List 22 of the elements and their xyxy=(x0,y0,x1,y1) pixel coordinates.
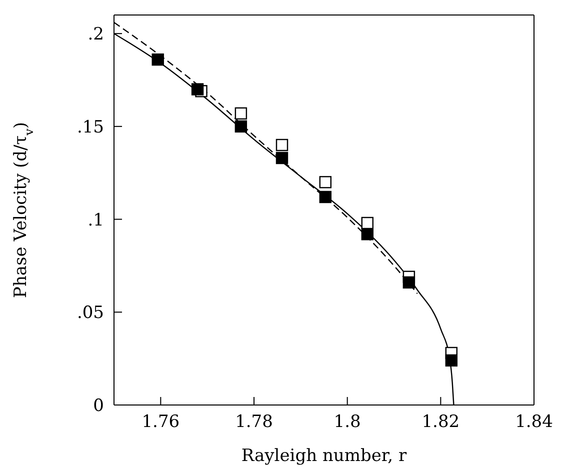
point xyxy=(152,53,164,66)
point xyxy=(276,152,288,164)
y-tick-label: .15 xyxy=(76,117,104,138)
point xyxy=(402,276,416,289)
x-tick-label: 1.82 xyxy=(422,412,460,432)
point xyxy=(276,138,288,152)
y-tick-label: .05 xyxy=(76,303,104,324)
point xyxy=(234,107,248,120)
point xyxy=(319,190,332,204)
x-tick-label: 1.84 xyxy=(515,412,553,432)
point xyxy=(361,228,374,240)
y-tick-label: .2 xyxy=(88,24,104,45)
x-tick-label: 1.78 xyxy=(235,412,273,432)
point xyxy=(445,354,458,367)
y-tick-label: .1 xyxy=(88,210,104,230)
point xyxy=(191,83,204,96)
point xyxy=(319,176,332,188)
point xyxy=(234,120,248,133)
x-tick-label: 1.76 xyxy=(142,412,180,432)
x-tick-label: 1.8 xyxy=(334,412,361,432)
y-tick-label: 0 xyxy=(93,396,104,416)
x-axis-title: Rayleigh number, r xyxy=(241,446,408,466)
